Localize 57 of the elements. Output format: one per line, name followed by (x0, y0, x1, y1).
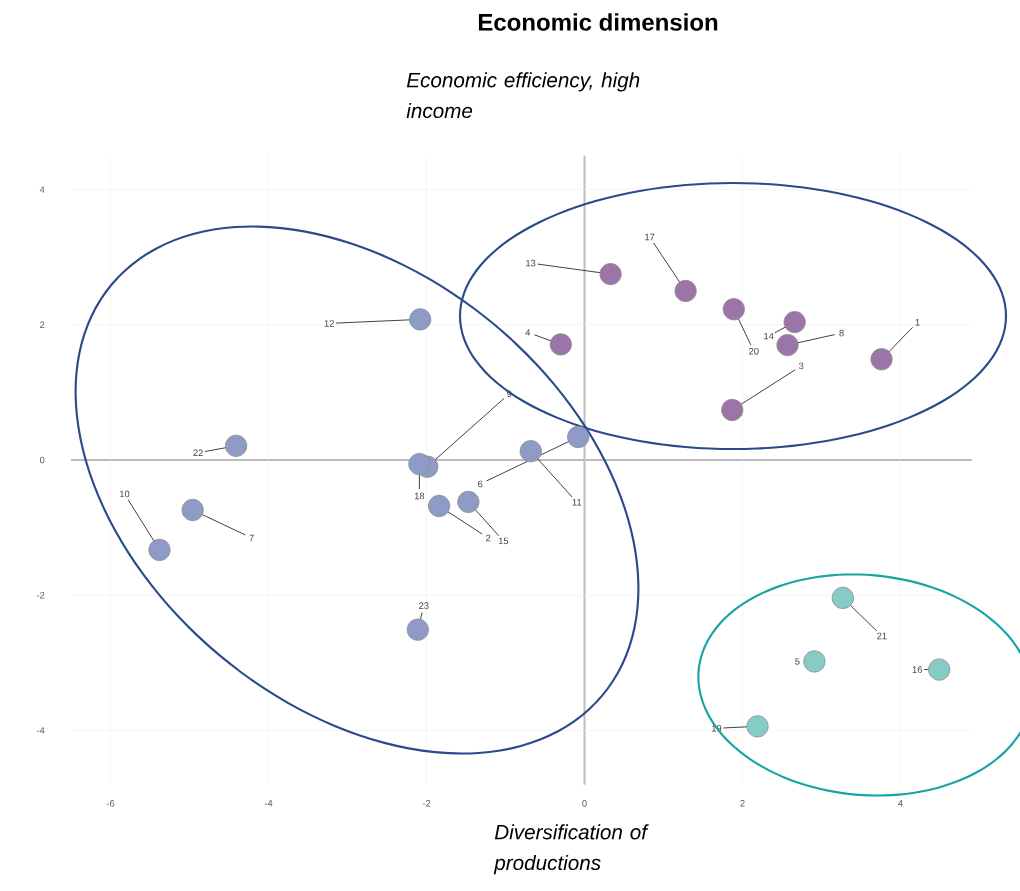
annotation: 10 (120, 490, 130, 498)
point (519, 440, 542, 463)
annotation: 23 (419, 602, 429, 609)
point (674, 279, 697, 303)
x-tick-label: -6 (106, 800, 115, 807)
point (599, 263, 622, 286)
point (928, 658, 951, 681)
annotation: 3 (799, 362, 804, 370)
annotation: 17 (645, 233, 655, 241)
annotation: 8 (839, 329, 844, 337)
point (746, 715, 769, 738)
point (722, 298, 745, 321)
x-tick-label: -4 (264, 800, 273, 807)
annotation: 6 (478, 480, 483, 488)
annotation: 22 (193, 449, 203, 457)
annotation: 12 (324, 320, 334, 327)
point (148, 538, 171, 561)
point (181, 498, 204, 522)
point (783, 311, 806, 334)
y-tick-label: 2 (40, 321, 45, 329)
x-axis-title: Diversification of productions (493, 824, 649, 875)
point (776, 334, 799, 357)
y-tick-label: 4 (39, 186, 45, 193)
point (408, 452, 431, 476)
x-tick-label: 0 (582, 800, 587, 807)
annotation: 1 (915, 319, 920, 326)
point (870, 348, 893, 371)
point (831, 586, 854, 609)
annotation: 18 (414, 492, 425, 500)
x-tick-label: 2 (740, 800, 745, 807)
point (549, 333, 572, 356)
annotation: 11 (572, 499, 582, 506)
annotation: 20 (749, 347, 759, 355)
point (457, 490, 480, 513)
point (406, 618, 429, 641)
point (721, 398, 744, 422)
point (803, 650, 826, 673)
point (409, 308, 432, 331)
chart-title: Economic dimension (478, 13, 718, 31)
annotation: 16 (912, 666, 922, 673)
annotation: 7 (249, 534, 254, 542)
y-axis-title: Economic efficiency, high income (406, 72, 640, 119)
y-tick-label: -2 (36, 591, 45, 599)
y-tick-label: 0 (39, 456, 45, 464)
annotation: 15 (498, 537, 509, 545)
x-tick-label: 4 (898, 800, 903, 807)
annotation: 4 (525, 329, 531, 336)
annotation: 13 (526, 259, 536, 267)
point (428, 494, 451, 518)
y-tick-label: -4 (36, 727, 45, 734)
annotation: 2 (486, 534, 491, 542)
annotation: 5 (795, 658, 800, 665)
point (567, 425, 590, 449)
x-tick-label: -2 (422, 800, 431, 807)
annotation: 14 (764, 332, 774, 340)
point (225, 434, 248, 457)
annotation: 21 (877, 632, 887, 640)
